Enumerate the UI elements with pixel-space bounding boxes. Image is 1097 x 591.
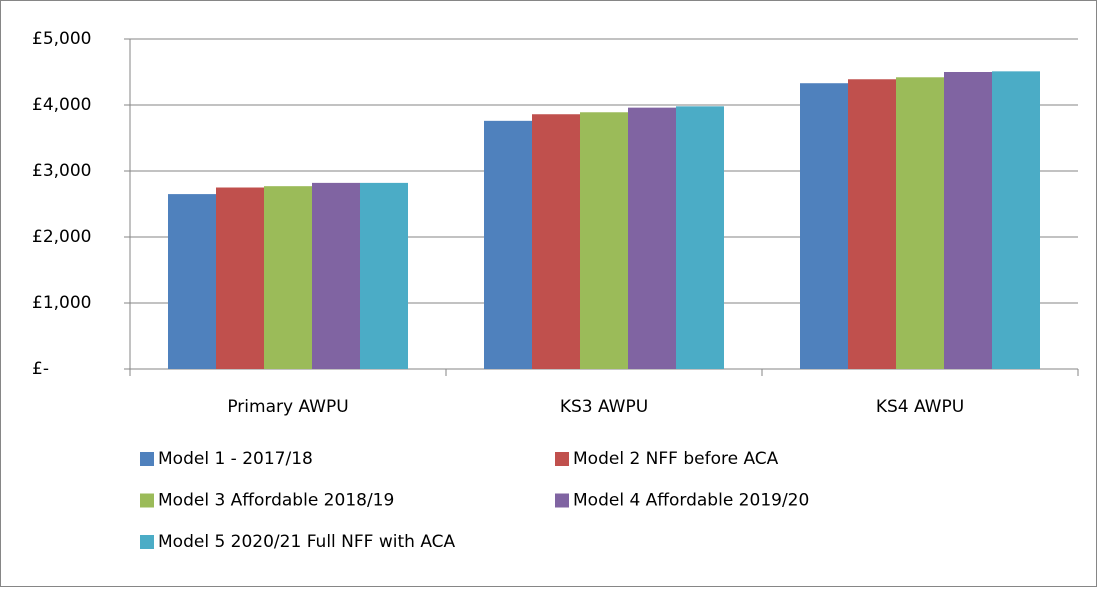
bar [484, 120, 532, 369]
x-tick-label: KS4 AWPU [876, 397, 964, 417]
legend-swatch [140, 452, 154, 466]
y-tick-label: £5,000 [32, 29, 91, 49]
bar [264, 186, 312, 369]
legend-label: Model 2 NFF before ACA [573, 449, 779, 469]
y-tick-label: £2,000 [32, 227, 91, 247]
bar [312, 182, 360, 369]
x-tick-label: Primary AWPU [227, 397, 348, 417]
bar [896, 77, 944, 369]
legend-swatch [555, 452, 569, 466]
y-tick-label: £3,000 [32, 161, 91, 181]
bar [360, 182, 408, 369]
bar [944, 72, 992, 369]
bar [628, 107, 676, 369]
legend-swatch [140, 535, 154, 549]
legend-swatch [555, 493, 569, 508]
bar [992, 71, 1040, 369]
legend-label: Model 5 2020/21 Full NFF with ACA [158, 532, 456, 552]
x-tick-label: KS3 AWPU [560, 397, 648, 417]
legend-label: Model 1 - 2017/18 [158, 449, 313, 469]
bar [216, 187, 264, 369]
bar [800, 83, 848, 369]
bar [848, 79, 896, 369]
bar [532, 114, 580, 370]
y-tick-label: £1,000 [32, 293, 91, 313]
bar [580, 112, 628, 369]
y-tick-label: £4,000 [32, 95, 91, 115]
bar [168, 194, 216, 369]
bar [676, 106, 724, 369]
legend-swatch [140, 493, 154, 508]
legend-label: Model 4 Affordable 2019/20 [573, 491, 809, 511]
y-tick-label: £- [32, 359, 49, 379]
legend-label: Model 3 Affordable 2018/19 [158, 491, 394, 511]
